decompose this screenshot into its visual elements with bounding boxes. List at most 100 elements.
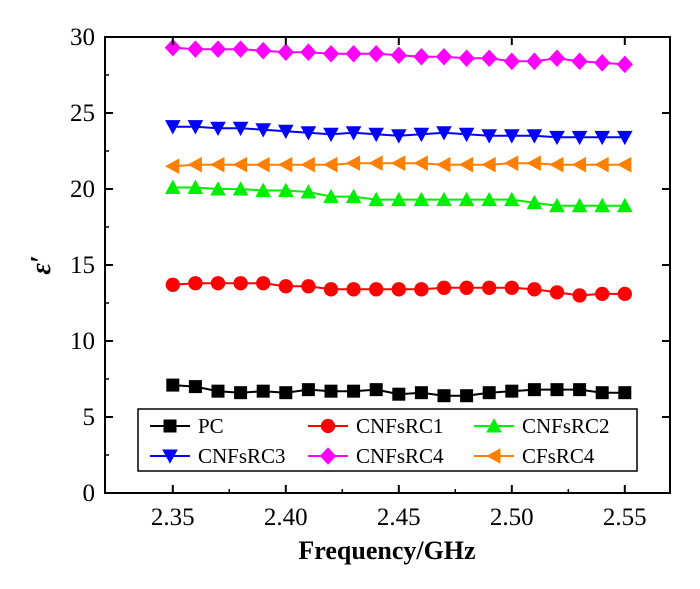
y-tick-label: 30 (70, 24, 95, 51)
legend-entry-CNFsRC4: CNFsRC4 (308, 444, 444, 468)
data-point (368, 155, 383, 171)
data-point (594, 197, 610, 213)
legend-entry-PC: PC (150, 414, 224, 438)
legend-label: CNFsRC1 (356, 414, 444, 438)
data-point (526, 194, 543, 210)
data-point (165, 120, 181, 135)
data-point (390, 46, 407, 65)
y-tick-label: 25 (70, 100, 95, 127)
axes-layer: 2.35 2.40 2.45 2.50 2.55 0 5 10 15 20 25 30 (70, 24, 670, 531)
data-point (346, 282, 361, 297)
x-tick-label: 2.50 (490, 504, 534, 531)
data-point (460, 389, 474, 403)
data-point (573, 383, 587, 397)
y-tick-label: 20 (70, 176, 95, 203)
x-tick-label: 2.45 (377, 504, 421, 531)
y-tick-label: 5 (83, 404, 96, 431)
data-point (187, 40, 204, 58)
legend-marker (486, 418, 502, 433)
data-point (617, 286, 632, 302)
data-point (188, 276, 203, 291)
data-point (594, 54, 611, 72)
data-point (255, 182, 271, 198)
data-point (482, 280, 497, 295)
data-point (300, 43, 317, 61)
data-point (550, 383, 564, 397)
data-point (368, 44, 385, 63)
data-point (549, 197, 565, 213)
data-point (459, 280, 474, 295)
x-tick-label: 2.55 (603, 504, 647, 531)
data-point (345, 155, 361, 171)
data-point (435, 47, 453, 66)
y-tick-label: 15 (70, 252, 95, 279)
data-point (571, 156, 587, 173)
series-CNFsRC3 (165, 120, 633, 146)
data-point (549, 130, 565, 146)
data-point (368, 191, 384, 207)
data-point (256, 384, 270, 398)
data-point (210, 181, 226, 196)
data-point (324, 384, 338, 398)
data-point (210, 276, 226, 291)
data-point (549, 156, 564, 173)
data-point (617, 130, 633, 146)
data-point (345, 188, 362, 204)
data-point (527, 282, 542, 297)
data-point (526, 155, 541, 171)
data-point (255, 123, 271, 138)
data-point (187, 120, 204, 135)
data-point (210, 121, 226, 136)
legend-marker (162, 449, 178, 464)
data-point (165, 277, 180, 292)
data-point (482, 386, 496, 400)
data-point (232, 40, 249, 58)
data-point (413, 191, 430, 207)
data-point (618, 386, 632, 400)
data-point (437, 389, 451, 403)
x-tick-label: 2.40 (264, 504, 308, 531)
legend-marker (320, 418, 336, 434)
data-point (504, 191, 520, 207)
data-point (278, 182, 294, 198)
legend-entry-CNFsRC2: CNFsRC2 (474, 414, 610, 438)
data-point (232, 156, 248, 173)
data-point (210, 156, 225, 173)
legend-marker (163, 419, 177, 433)
data-point (571, 130, 588, 146)
legend-label: CNFsRC3 (198, 444, 286, 468)
legend-entry-CNFsRC1: CNFsRC1 (308, 414, 444, 438)
data-point (481, 49, 498, 68)
series-CNFsRC1 (165, 276, 632, 303)
legend: PC CNFsRC1 CNFsRC2 CNFsRC3 CNFsRC4 CFsRC4 (137, 408, 638, 472)
legend-label: PC (198, 414, 224, 438)
data-point (301, 279, 316, 294)
legend-entry-CFsRC4: CFsRC4 (474, 444, 595, 468)
legend-label: CFsRC4 (522, 444, 595, 468)
data-point (368, 127, 384, 143)
data-point (458, 156, 474, 173)
y-tick-label: 0 (83, 480, 96, 507)
data-point (436, 156, 451, 173)
series-CNFsRC4 (164, 38, 633, 74)
data-point (414, 282, 429, 297)
data-point (209, 40, 227, 58)
data-point (413, 47, 430, 66)
series-CFsRC4 (165, 155, 632, 174)
legend-label: CNFsRC2 (522, 414, 610, 438)
data-point (481, 191, 497, 207)
data-point (256, 276, 271, 291)
data-point (413, 155, 428, 171)
data-point (323, 127, 339, 143)
data-point (188, 380, 202, 394)
data-point (594, 130, 610, 146)
data-point (301, 383, 315, 397)
legend-marker (319, 447, 337, 465)
data-point (595, 286, 610, 302)
data-point (572, 288, 587, 303)
data-point (436, 126, 452, 141)
data-point (300, 184, 317, 199)
data-point (436, 280, 452, 295)
data-point (255, 156, 270, 173)
data-point (187, 179, 204, 194)
